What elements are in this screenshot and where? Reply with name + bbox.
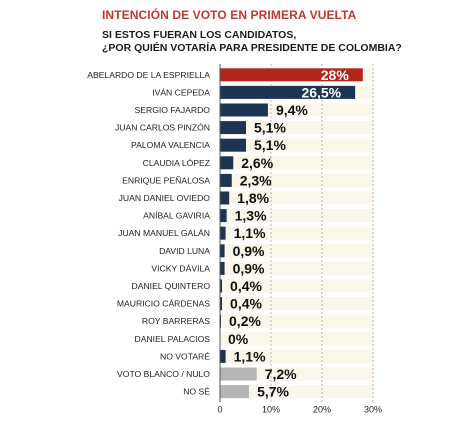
- category-label: ANÍBAL GAVIRIA: [143, 211, 210, 221]
- chart-question-line-1: SI ESTOS FUERAN LOS CANDIDATOS,: [102, 29, 297, 41]
- bar: [220, 121, 247, 135]
- bar: [220, 297, 223, 311]
- bar-track: [220, 244, 373, 258]
- bar: [220, 103, 268, 117]
- x-tick-label: 0: [217, 404, 222, 414]
- value-label: 0,4%: [230, 296, 262, 312]
- value-label: 5,7%: [257, 384, 289, 400]
- value-label: 0,9%: [233, 243, 265, 259]
- bar: [220, 314, 222, 328]
- category-label: VOTO BLANCO / NULO: [117, 369, 210, 379]
- category-label: ROY BARRERAS: [142, 316, 210, 326]
- value-label: 7,2%: [265, 366, 297, 382]
- category-label: ABELARDO DE LA ESPRIELLA: [87, 70, 210, 80]
- bar-track: [220, 191, 373, 205]
- bar-track: [220, 349, 373, 363]
- value-label: 0,4%: [230, 278, 262, 294]
- chart-kicker: INTENCIÓN DE VOTO EN PRIMERA VUELTA: [102, 8, 357, 22]
- bar-track: [220, 279, 373, 293]
- bar: [220, 138, 247, 152]
- value-label: 1,1%: [234, 225, 266, 241]
- category-label: VICKY DÁVILA: [151, 263, 210, 273]
- category-label: PALOMA VALENCIA: [131, 140, 210, 150]
- bar: [220, 349, 226, 363]
- x-tick-label: 10%: [262, 404, 280, 414]
- bar: [220, 261, 225, 275]
- bar-track: [220, 156, 373, 170]
- category-label: DANIEL QUINTERO: [132, 281, 211, 291]
- value-label: 5,1%: [254, 137, 286, 153]
- bar-track: [220, 385, 373, 399]
- category-label: NO VOTARÉ: [160, 351, 210, 361]
- bar: [220, 173, 232, 187]
- category-label: ENRIQUE PEÑALOSA: [122, 175, 210, 185]
- bar: [220, 68, 363, 82]
- category-label: JUAN CARLOS PINZÓN: [115, 123, 210, 133]
- value-label: 2,6%: [241, 155, 273, 171]
- bar: [220, 279, 223, 293]
- category-label: MAURICIO CÁRDENAS: [117, 299, 210, 309]
- x-tick-label: 30%: [364, 404, 382, 414]
- bar: [220, 209, 227, 223]
- category-label: DAVID LUNA: [159, 246, 210, 256]
- value-label: 0,9%: [233, 260, 265, 276]
- bar-track: [220, 173, 373, 187]
- bar-track: [220, 314, 373, 328]
- category-label: CLAUDIA LÓPEZ: [143, 158, 210, 168]
- bar-track: [220, 261, 373, 275]
- bar: [220, 367, 257, 381]
- x-tick-label: 20%: [313, 404, 331, 414]
- value-label: 5,1%: [254, 120, 286, 136]
- value-label: 1,3%: [235, 208, 267, 224]
- bar-track: [220, 332, 373, 346]
- bar-track: [220, 121, 373, 135]
- bar: [220, 191, 230, 205]
- bar-track: [220, 209, 373, 223]
- bar-track: [220, 226, 373, 240]
- value-label: 0%: [228, 331, 249, 347]
- value-label: 26,5%: [301, 84, 341, 100]
- category-label: SERGIO FAJARDO: [135, 105, 211, 115]
- category-label: DANIEL PALACIOS: [135, 334, 211, 344]
- value-label: 1,8%: [237, 190, 269, 206]
- value-label: 2,3%: [240, 172, 272, 188]
- bar-track: [220, 367, 373, 381]
- bar: [220, 226, 226, 240]
- bar: [220, 244, 225, 258]
- bar-track: [220, 297, 373, 311]
- value-label: 1,1%: [234, 348, 266, 364]
- bar: [220, 85, 356, 99]
- bar: [220, 156, 234, 170]
- value-label: 0,2%: [229, 313, 261, 329]
- bar: [220, 385, 250, 399]
- category-label: JUAN DANIEL OVIEDO: [119, 193, 211, 203]
- category-label: NO SÉ: [183, 387, 210, 397]
- category-label: JUAN MANUEL GALÁN: [118, 228, 210, 238]
- value-label: 28%: [321, 67, 350, 83]
- value-label: 9,4%: [276, 102, 308, 118]
- chart-question-line-2: ¿POR QUIÉN VOTARÍA PARA PRESIDENTE DE CO…: [102, 42, 402, 54]
- category-label: IVÁN CEPEDA: [152, 87, 210, 97]
- bar-track: [220, 138, 373, 152]
